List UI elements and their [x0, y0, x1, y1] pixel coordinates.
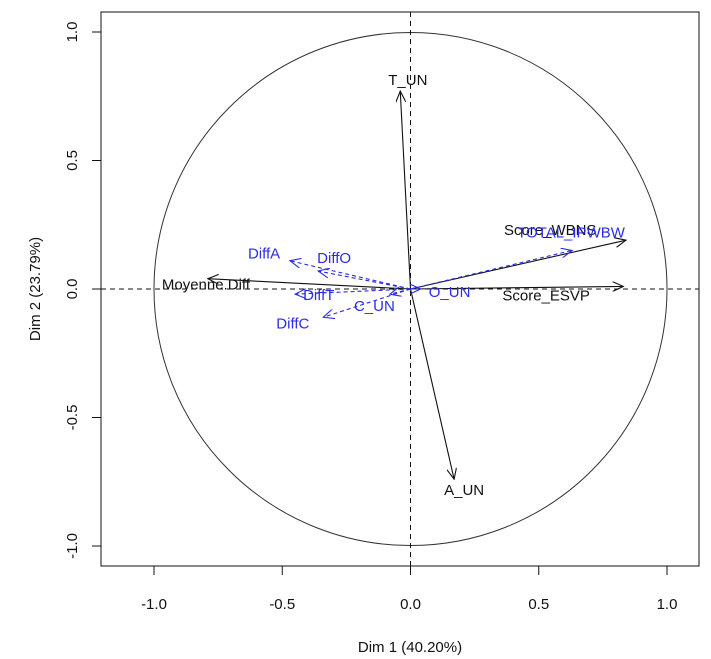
label-a-un: A_UN: [444, 482, 484, 499]
y-axis-label: Dim 2 (23.79%): [27, 237, 44, 341]
vector-diffo: [318, 271, 411, 290]
label-o-un: O_UN: [429, 284, 471, 301]
y-tick-label: -1.0: [64, 533, 81, 559]
vector-score-esvp: [410, 286, 624, 289]
x-tick-label: -0.5: [269, 596, 295, 613]
x-tick-label: -1.0: [141, 596, 167, 613]
x-tick-label: 0.0: [400, 596, 421, 613]
label-total-ipwbw: TOTAL_IPWBW: [517, 224, 626, 241]
label-score-wbns: Score_WBNS: [504, 222, 597, 239]
vector-score-wbns: [410, 240, 626, 290]
x-tick-label: 0.5: [528, 596, 549, 613]
x-tick-label: 1.0: [657, 596, 678, 613]
y-tick-label: 0.5: [64, 150, 81, 171]
label-diffc: DiffC: [276, 315, 309, 332]
x-axis-label: Dim 1 (40.20%): [358, 639, 462, 656]
vector-a-un: [409, 288, 455, 479]
label-score-esvp: Score_ESVP: [502, 287, 590, 304]
label-diffo: DiffO: [317, 250, 351, 267]
vector-moyenne-diff: [208, 279, 411, 290]
vector-c-un: [390, 289, 411, 294]
label-difft: DiffT: [303, 287, 334, 304]
variable-vectors: [208, 91, 626, 479]
variable-labels: T_UN A_UN Score_WBNS Score_ESVP Moyenne.Diff…: [162, 72, 626, 499]
label-t-un: T_UN: [388, 72, 427, 89]
y-axis: -1.0 -0.5 0.0 0.5 1.0: [64, 22, 102, 559]
label-diffa: DiffA: [248, 246, 280, 263]
y-tick-label: 0.0: [64, 279, 81, 300]
y-tick-label: 1.0: [64, 22, 81, 43]
x-axis: -1.0 -0.5 0.0 0.5 1.0: [141, 565, 678, 613]
label-moyenne-diff: Moyenne.Diff: [162, 277, 251, 294]
label-c-un: C_UN: [354, 298, 395, 315]
vector-t-un: [400, 91, 412, 290]
y-tick-label: -0.5: [64, 405, 81, 431]
vector-difft: [295, 288, 411, 294]
